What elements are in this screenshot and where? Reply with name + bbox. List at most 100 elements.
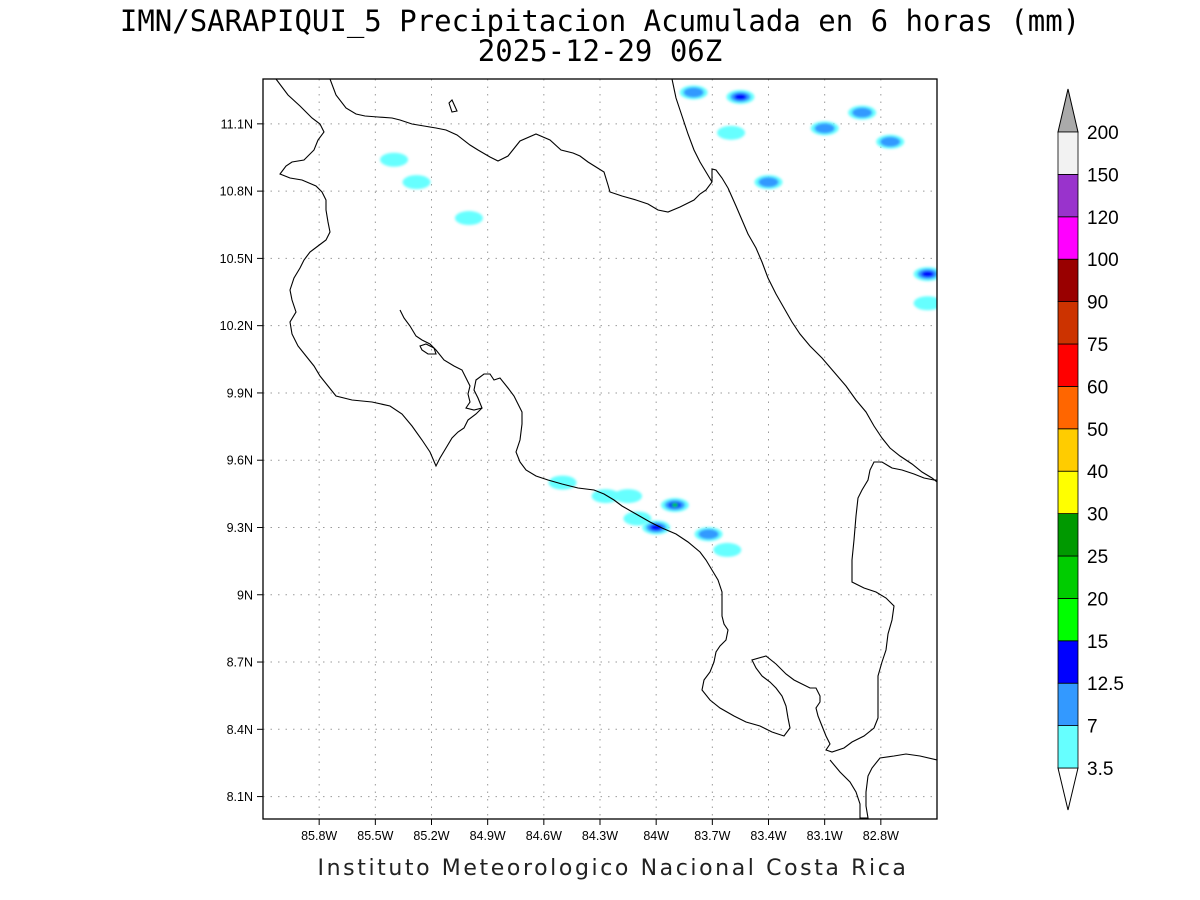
precip-cell [848,105,877,120]
colorbar-swatch [1057,173,1079,218]
colorbar-swatch [1057,385,1079,430]
colorbar-swatch [1057,513,1079,557]
precip-contour [734,93,747,101]
colorbar-swatch [1057,258,1079,303]
colorbar-swatch [1057,216,1079,260]
precip-cell [810,121,839,136]
precip-cell [548,475,577,490]
colorbar-label: 200 [1087,123,1119,144]
colorbar-label: 100 [1087,250,1119,271]
precip-contour [650,524,663,531]
precip-contour [402,175,431,190]
precip-contour [880,136,901,147]
colorbar-swatch [1057,428,1079,472]
nicaragua-lake-shore [329,79,729,213]
lat-tick-label: 9.3N [227,521,253,535]
coastlines [275,79,937,819]
map-title: IMN/SARAPIQUI_5 Precipitacion Acumulada … [119,4,1081,38]
colorbar-label: 90 [1087,293,1108,314]
colorbar-label: 3.5 [1087,759,1113,780]
lon-tick-label: 85.5W [357,829,393,843]
colorbar-label: 50 [1087,420,1108,441]
northern-border [671,79,713,183]
colorbar-over-arrow [1057,88,1079,133]
precip-contour [913,296,937,311]
precip-contour [713,542,742,557]
longitude-axis: 85.8W 85.5W 85.2W 84.9W 84.6W 84.3W 84W 83.7W 83… [301,819,899,843]
lon-tick-label: 83.7W [694,829,730,843]
colorbar: 3.5 7 12.5 15 20 25 30 40 50 60 75 90 100 120 150 200 [1057,88,1124,811]
colorbar-label: 15 [1087,632,1108,653]
burica-coast [829,753,937,819]
lon-tick-label: 84.6W [526,829,562,843]
map-datetime: 2025-12-29 06Z [477,34,723,68]
precip-contour [717,125,746,140]
precip-cell [694,527,723,542]
lat-tick-label: 9.9N [227,386,253,400]
colorbar-label: 60 [1087,377,1108,398]
precip-cell [876,134,905,149]
island-north [448,99,458,113]
lat-tick-label: 8.1N [227,790,253,804]
precip-cell [913,267,937,282]
colorbar-swatch [1057,301,1079,345]
footer-credit: Instituto Meteorologico Nacional Costa R… [317,856,909,881]
nicoya-gulf-coast [399,309,937,753]
precip-contour [698,529,719,540]
precip-cell [713,542,742,557]
colorbar-swatch [1057,470,1079,515]
latitude-axis: 11.1N 10.8N 10.5N 10.2N 9.9N 9.6N 9.3N 9N 8.7N 8.… [220,117,263,804]
precip-contour [548,475,577,490]
colorbar-swatch [1057,682,1079,727]
precip-contour [683,87,704,98]
lat-tick-label: 10.2N [220,319,253,333]
lon-tick-label: 82.8W [863,829,899,843]
lat-tick-label: 10.8N [220,185,253,199]
lat-tick-label: 11.1N [221,117,253,131]
precip-cell [726,89,755,104]
precip-cell [754,175,783,190]
colorbar-swatch [1057,555,1079,599]
precip-contour [671,503,678,508]
precip-cell [717,125,746,140]
lat-tick-label: 9N [237,588,253,602]
colorbar-swatch [1057,598,1079,642]
colorbar-swatch [1057,725,1079,769]
precip-cell [380,152,409,167]
precip-contour [623,511,652,526]
precip-cell [454,211,483,226]
colorbar-label: 7 [1087,717,1098,738]
lat-tick-label: 10.5N [220,252,253,266]
colorbar-swatch [1057,343,1079,387]
caribbean-coast [727,187,937,483]
colorbar-label: 20 [1087,589,1108,610]
precip-contour [454,211,483,226]
lon-tick-label: 83.1W [807,829,843,843]
precip-cell [913,296,937,311]
precip-contour [614,489,643,504]
lon-tick-label: 84W [643,829,669,843]
precip-contour [758,177,779,188]
colorbar-under-arrow [1057,767,1079,811]
colorbar-label: 12.5 [1087,674,1124,695]
precip-cell [679,85,708,100]
colorbar-label: 25 [1087,547,1108,568]
precip-cell [614,489,643,504]
colorbar-swatch [1057,131,1079,175]
precip-cell [642,520,671,535]
colorbar-swatch [1057,640,1079,684]
nicaragua-north-shore [275,79,483,468]
precipitation-field [380,85,937,557]
lat-tick-label: 9.6N [227,454,253,468]
precip-contour [921,271,934,278]
lat-tick-label: 8.7N [227,656,253,670]
map-background [263,79,937,819]
colorbar-label: 75 [1087,335,1108,356]
precip-contour [380,152,409,167]
precip-cell [660,498,689,513]
lon-tick-label: 85.2W [413,829,449,843]
island-gulf [419,343,437,355]
lon-tick-label: 84.9W [470,829,506,843]
lat-tick-label: 8.4N [227,723,253,737]
